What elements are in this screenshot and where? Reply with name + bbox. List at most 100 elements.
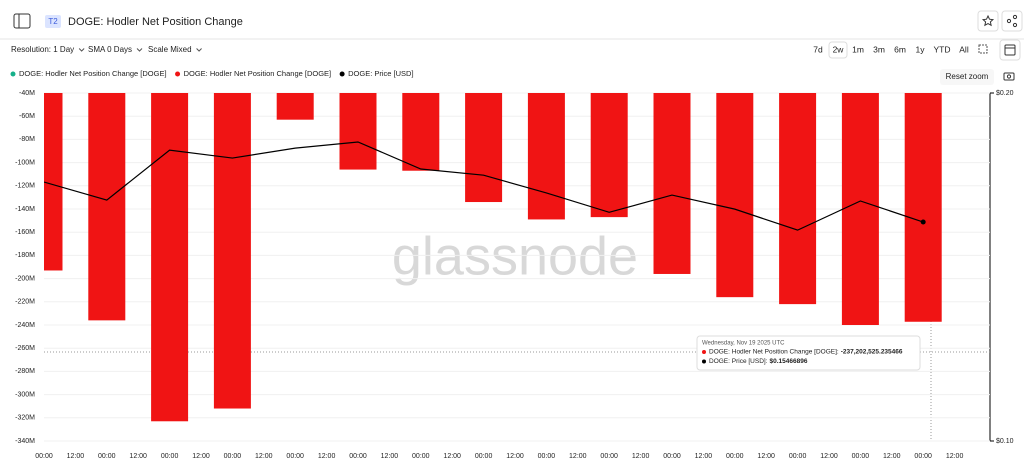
legend-dot	[339, 71, 345, 77]
y-tick-label: -60M	[19, 113, 35, 120]
x-tick-label: 12:00	[946, 453, 964, 460]
bar	[527, 93, 565, 220]
bar	[653, 93, 691, 274]
x-tick-label: 00:00	[538, 453, 556, 460]
y-tick-label: -200M	[15, 275, 35, 282]
x-tick-label: 12:00	[381, 453, 399, 460]
x-tick-label: 12:00	[820, 453, 838, 460]
y-tick-label: -140M	[15, 206, 35, 213]
reset-zoom[interactable]: Reset zoom	[946, 72, 989, 81]
range-button[interactable]: 3m	[873, 44, 885, 54]
y-tick-label: -300M	[15, 391, 35, 398]
legend-label[interactable]: DOGE: Price [USD]	[348, 69, 413, 78]
legend-label[interactable]: DOGE: Hodler Net Position Change [DOGE]	[19, 69, 167, 78]
y-tick-label: -40M	[19, 90, 35, 97]
range-button[interactable]: 7d	[813, 44, 823, 54]
badge: T2	[48, 17, 58, 26]
range-button[interactable]: 1y	[916, 44, 926, 54]
legend-dot	[175, 71, 181, 77]
chevron	[136, 48, 143, 52]
sidebar-toggle[interactable]	[13, 13, 31, 29]
bar	[151, 93, 189, 422]
y-tick-label: -340M	[15, 438, 35, 445]
x-tick-label: 00:00	[852, 453, 870, 460]
y-tick-label: -80M	[19, 136, 35, 143]
tooltip-label: DOGE: Hodler Net Position Change [DOGE]:	[709, 349, 839, 356]
x-tick-label: 00:00	[789, 453, 807, 460]
y-tick-label: -220M	[15, 299, 35, 306]
x-tick-label: 12:00	[255, 453, 273, 460]
x-tick-label: 00:00	[224, 453, 242, 460]
zoom-icon[interactable]	[978, 44, 988, 54]
x-tick-label: 12:00	[318, 453, 336, 460]
range-button[interactable]: 6m	[894, 44, 906, 54]
bar	[465, 93, 503, 203]
toolbar-control[interactable]: SMA 0 Days	[88, 45, 132, 54]
hover-point	[920, 219, 926, 225]
legend-label[interactable]: DOGE: Hodler Net Position Change [DOGE]	[184, 69, 332, 78]
price-line	[44, 141, 924, 231]
x-tick-label: 12:00	[443, 453, 461, 460]
x-tick-label: 00:00	[475, 453, 493, 460]
x-tick-label: 00:00	[600, 453, 618, 460]
share-button[interactable]	[1001, 10, 1023, 32]
tooltip-box	[696, 335, 921, 371]
x-tick-label: 12:00	[569, 453, 587, 460]
badge-bg	[45, 15, 61, 28]
x-tick-label: 00:00	[161, 453, 179, 460]
x-tick-label: 12:00	[757, 453, 775, 460]
x-tick-label: 00:00	[726, 453, 744, 460]
x-tick-label: 12:00	[129, 453, 147, 460]
legend-dot	[10, 71, 16, 77]
range-button[interactable]: All	[959, 44, 969, 54]
bar	[213, 93, 251, 409]
y-tick-label: -280M	[15, 368, 35, 375]
tooltip-value: $0.15466896	[770, 358, 808, 365]
x-tick-label: 12:00	[632, 453, 650, 460]
x-tick-label: 00:00	[98, 453, 116, 460]
bar	[88, 93, 126, 321]
y-tick-label: -180M	[15, 252, 35, 259]
x-tick-label: 00:00	[349, 453, 367, 460]
range-button[interactable]: 2w	[833, 44, 845, 54]
tooltip: Wednesday, Nov 19 2025 UTC DOGE: Hodler N…	[696, 335, 921, 371]
range-button[interactable]: 1m	[852, 44, 864, 54]
tooltip-value: -237,202,525.235466	[841, 349, 903, 356]
x-tick-label: 00:00	[35, 453, 53, 460]
bar	[44, 93, 63, 271]
tooltip-dot	[702, 359, 706, 364]
bar	[590, 93, 628, 218]
bar	[841, 93, 879, 325]
star-button[interactable]	[977, 10, 999, 32]
toolbar-control[interactable]: Scale Mixed	[148, 45, 192, 54]
screenshot-button[interactable]	[1003, 72, 1015, 81]
bar	[339, 93, 377, 170]
bar	[276, 93, 314, 120]
y-tick-label: -320M	[15, 415, 35, 422]
y2-tick-label: $0.10	[996, 438, 1014, 445]
x-tick-label: 12:00	[695, 453, 713, 460]
y2-tick-label: $0.20	[996, 90, 1014, 97]
y-tick-label: -100M	[15, 159, 35, 166]
x-tick-label: 12:00	[506, 453, 524, 460]
x-tick-label: 00:00	[663, 453, 681, 460]
x-tick-label: 00:00	[914, 453, 932, 460]
y-tick-label: -240M	[15, 322, 35, 329]
x-tick-label: 12:00	[192, 453, 210, 460]
watermark: glassnode	[392, 226, 638, 286]
calendar-button[interactable]	[999, 39, 1021, 61]
y-tick-label: -260M	[15, 345, 35, 352]
range-button[interactable]: YTD	[934, 44, 951, 54]
title: DOGE: Hodler Net Position Change	[68, 16, 243, 28]
x-tick-label: 12:00	[883, 453, 901, 460]
tooltip-label: DOGE: Price [USD]:	[709, 358, 768, 365]
bar	[402, 93, 440, 171]
reset-button[interactable]	[940, 69, 994, 85]
bar	[716, 93, 754, 298]
x-tick-label: 00:00	[412, 453, 430, 460]
tooltip-date: Wednesday, Nov 19 2025 UTC	[702, 341, 785, 347]
plot	[44, 93, 942, 422]
active-range-bg	[828, 41, 848, 59]
toolbar-control[interactable]: Resolution: 1 Day	[11, 45, 74, 54]
